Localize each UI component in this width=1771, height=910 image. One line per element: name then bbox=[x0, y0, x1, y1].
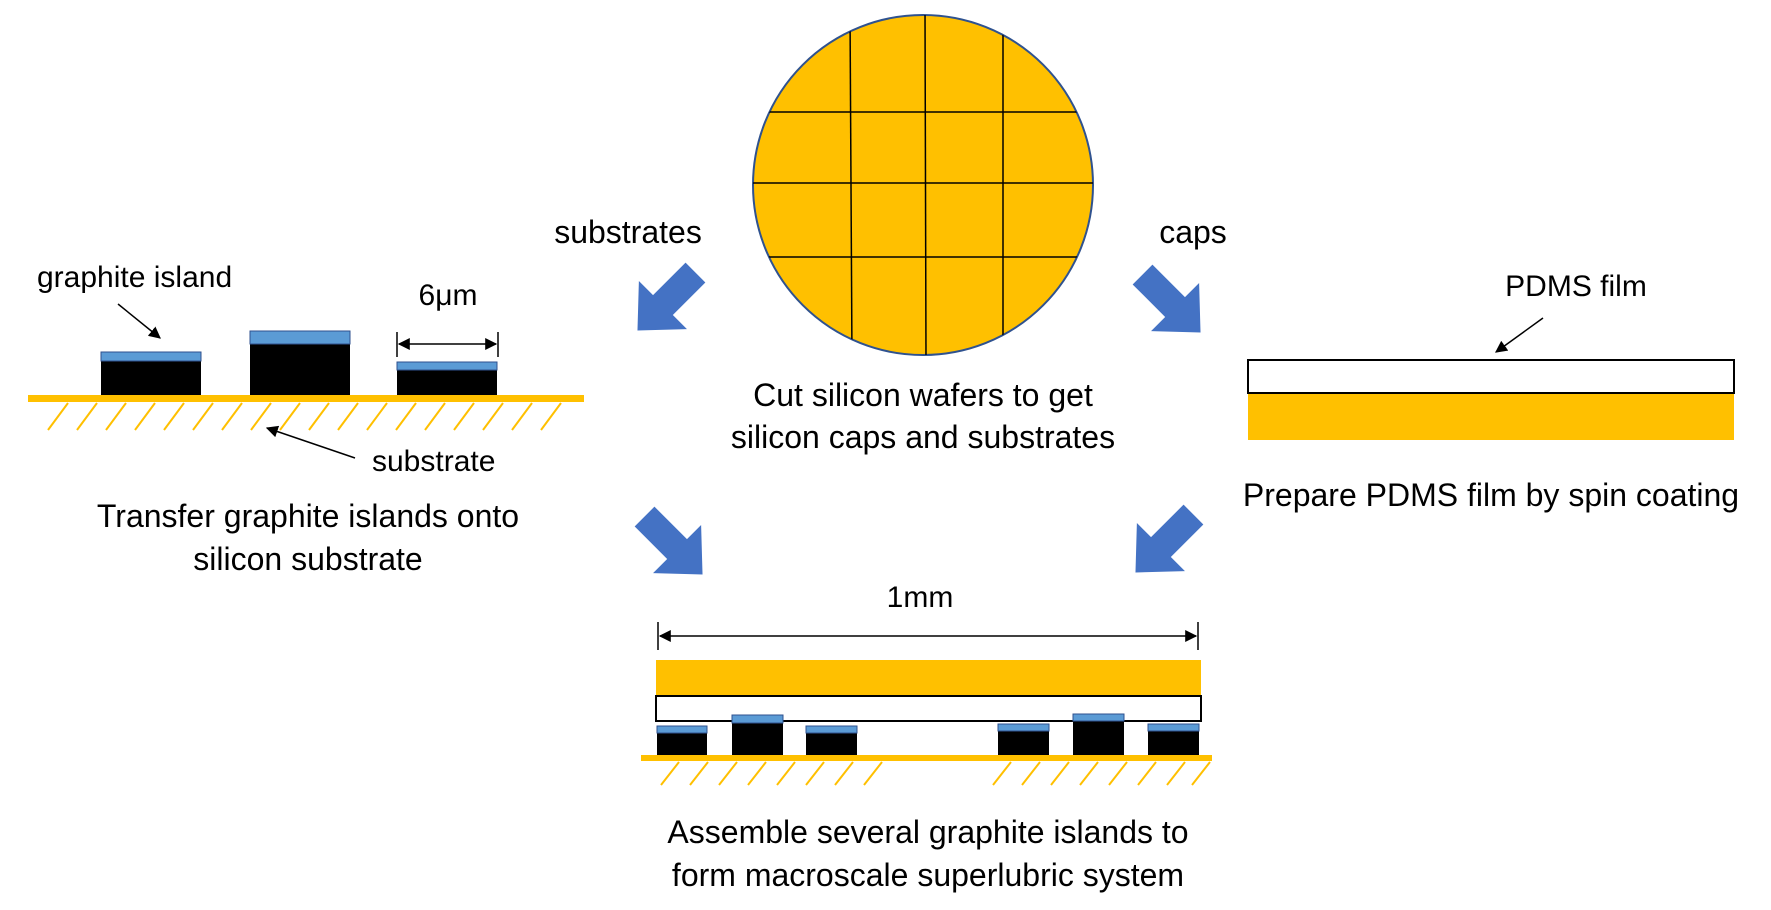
wafer-cut-grid bbox=[753, 15, 1093, 355]
pdms-pointer bbox=[1495, 317, 1544, 353]
pdms-label: PDMS film bbox=[1505, 270, 1647, 303]
arrow-cap-to-assembly bbox=[1135, 504, 1204, 573]
assembly-substrate-surface bbox=[641, 755, 1212, 761]
assembly-island-6 bbox=[1147, 723, 1200, 756]
assembly-island-1 bbox=[656, 725, 708, 756]
width-label: 6μm bbox=[419, 279, 478, 312]
width-dimension bbox=[396, 332, 499, 357]
arrow-to-substrates bbox=[637, 262, 706, 331]
substrate-caption-line-2: silicon substrate bbox=[193, 541, 422, 577]
substrates-label: substrates bbox=[554, 214, 702, 250]
pdms-film bbox=[1247, 359, 1735, 394]
length-label: 1mm bbox=[887, 581, 954, 614]
silicon-wafer bbox=[752, 14, 1094, 356]
graphite-island-label: graphite island bbox=[37, 261, 232, 294]
graphite-island-2 bbox=[249, 330, 351, 395]
substrate-panel: 6μm graphite island substrate bbox=[28, 261, 584, 478]
substrate-caption-line-1: Transfer graphite islands onto bbox=[97, 498, 519, 534]
cap-panel: PDMS film bbox=[1247, 270, 1735, 440]
graphite-island-1 bbox=[100, 351, 202, 395]
process-arrows bbox=[634, 262, 1204, 575]
wafer-caption-line-2: silicon caps and substrates bbox=[731, 419, 1115, 455]
assembly-cap bbox=[656, 660, 1201, 695]
assembly-hatching bbox=[660, 761, 1211, 786]
assembly-island-3 bbox=[805, 725, 858, 756]
arrow-to-caps bbox=[1132, 264, 1201, 333]
silicon-cap bbox=[1248, 394, 1734, 440]
cap-caption: Prepare PDMS film by spin coating bbox=[1243, 477, 1739, 513]
assembly-island-2 bbox=[731, 714, 784, 756]
assembly-panel: 1mm bbox=[641, 581, 1212, 786]
assembly-caption-line-2: form macroscale superlubric system bbox=[672, 857, 1184, 893]
assembly-island-4 bbox=[997, 723, 1050, 756]
substrate-hatching bbox=[47, 402, 562, 431]
graphite-island-3 bbox=[396, 361, 498, 395]
graphite-island-pointer bbox=[117, 303, 161, 339]
wafer-caption-line-1: Cut silicon wafers to get bbox=[753, 377, 1093, 413]
length-dimension bbox=[657, 622, 1199, 650]
substrate-label: substrate bbox=[372, 445, 495, 478]
caps-label: caps bbox=[1159, 214, 1227, 250]
substrate-pointer bbox=[265, 425, 356, 459]
assembly-caption-line-1: Assemble several graphite islands to bbox=[667, 814, 1188, 850]
assembly-island-5 bbox=[1072, 713, 1125, 756]
arrow-substrate-to-assembly bbox=[634, 506, 703, 575]
substrate-surface bbox=[28, 395, 584, 402]
